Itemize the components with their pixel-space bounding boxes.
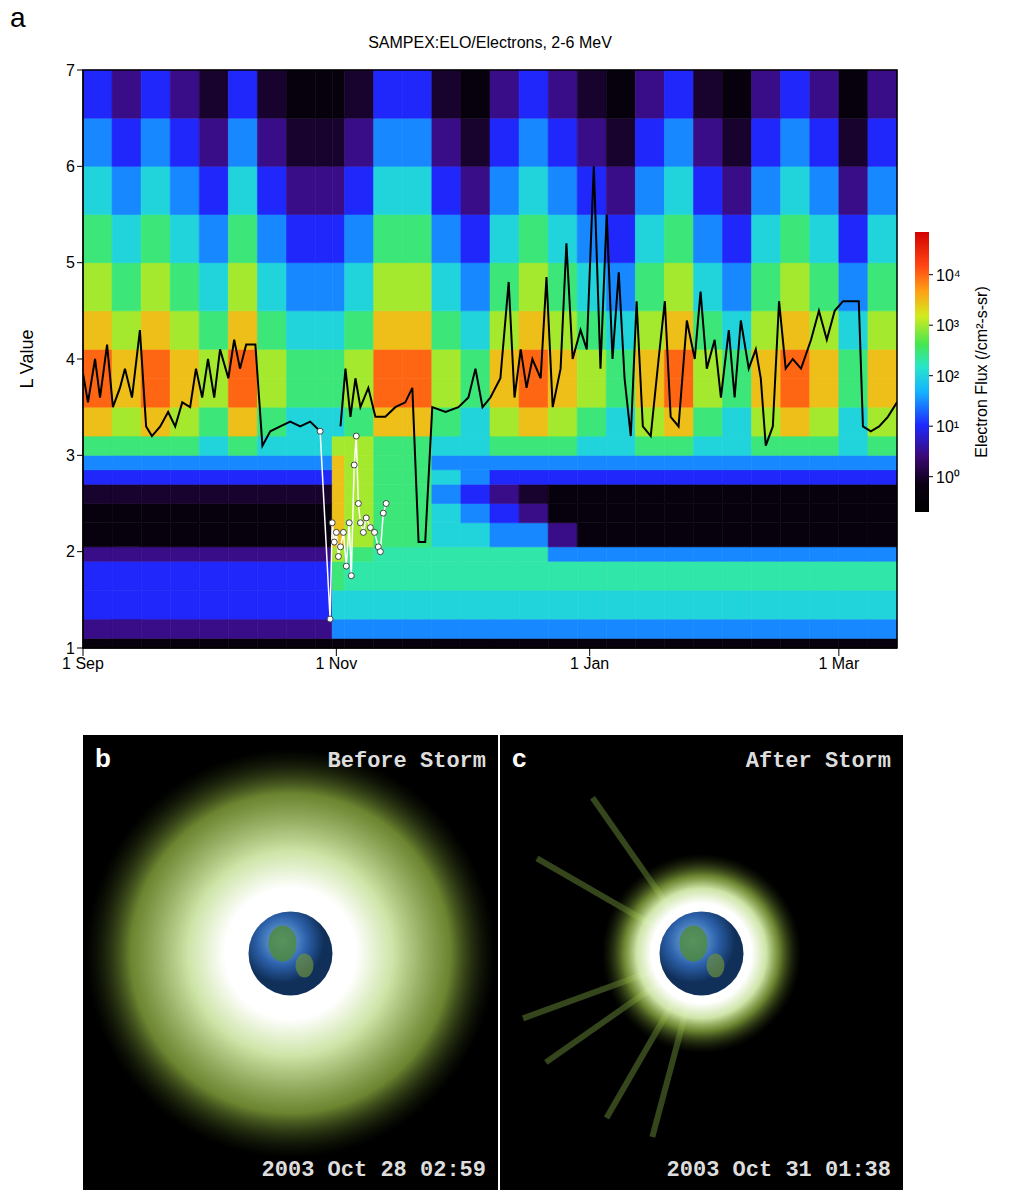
svg-text:2003 Oct 28 02:59: 2003 Oct 28 02:59 bbox=[262, 1158, 486, 1183]
svg-text:10²: 10² bbox=[936, 368, 960, 385]
svg-text:7: 7 bbox=[66, 62, 75, 79]
svg-text:1 Sep: 1 Sep bbox=[62, 655, 104, 672]
svg-text:After Storm: After Storm bbox=[746, 749, 891, 774]
svg-text:Before Storm: Before Storm bbox=[328, 749, 486, 774]
svg-text:c: c bbox=[512, 743, 526, 773]
svg-text:L Value: L Value bbox=[17, 329, 37, 388]
svg-text:10⁴: 10⁴ bbox=[936, 267, 961, 284]
svg-text:Electron Flux (/cm²-s-sr): Electron Flux (/cm²-s-sr) bbox=[973, 286, 990, 458]
svg-text:6: 6 bbox=[66, 158, 75, 175]
svg-text:b: b bbox=[95, 743, 111, 773]
svg-text:2: 2 bbox=[66, 543, 75, 560]
svg-text:1 Nov: 1 Nov bbox=[315, 655, 357, 672]
svg-text:1 Jan: 1 Jan bbox=[570, 655, 609, 672]
svg-text:5: 5 bbox=[66, 254, 75, 271]
html-text:a: a bbox=[10, 2, 26, 33]
svg-text:4: 4 bbox=[66, 351, 75, 368]
svg-text:1 Mar: 1 Mar bbox=[818, 655, 860, 672]
svg-text:10¹: 10¹ bbox=[936, 418, 959, 435]
svg-text:10⁰: 10⁰ bbox=[936, 469, 960, 486]
html-text:SAMPEX:ELO/Electrons, 2-6 MeV: SAMPEX:ELO/Electrons, 2-6 MeV bbox=[368, 34, 612, 51]
svg-text:10³: 10³ bbox=[936, 317, 960, 334]
svg-text:1: 1 bbox=[66, 640, 75, 657]
svg-text:3: 3 bbox=[66, 447, 75, 464]
svg-text:2003 Oct 31 01:38: 2003 Oct 31 01:38 bbox=[667, 1158, 891, 1183]
